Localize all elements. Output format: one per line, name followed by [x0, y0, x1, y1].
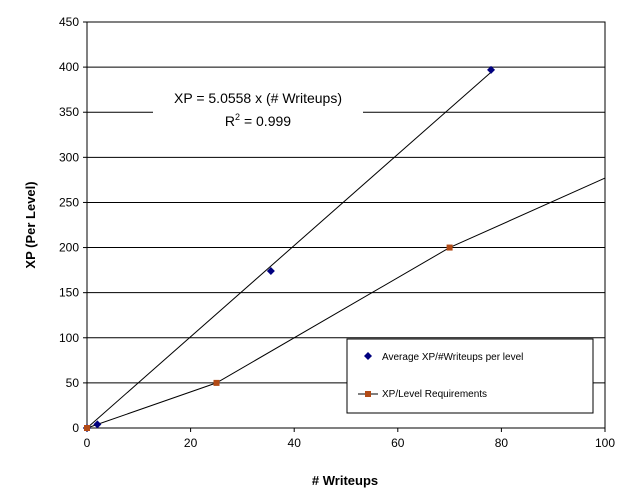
y-axis-ticks: 0 50 100 150 200 250 300 350 400 450: [59, 15, 87, 435]
y-tick-label: 50: [66, 376, 80, 390]
legend: Average XP/#Writeups per level XP/Level …: [346, 338, 594, 414]
x-tick-label: 0: [84, 436, 91, 450]
legend-label-series-1: Average XP/#Writeups per level: [382, 352, 523, 363]
equation-background: [153, 85, 363, 133]
x-tick-label: 40: [288, 436, 302, 450]
plot-frame: [86, 21, 606, 429]
data-point-series-1: [487, 65, 496, 74]
y-tick-label: 400: [59, 60, 79, 74]
equation-annotation: XP = 5.0558 x (# Writeups) R2 = 0.999: [153, 85, 363, 133]
r-squared-label: R: [225, 113, 235, 129]
trendlines: [86, 71, 606, 429]
x-tick-label: 60: [391, 436, 405, 450]
data-point-series-2: [446, 244, 453, 251]
data-point-series-1: [266, 267, 275, 276]
data-points: [83, 65, 496, 432]
data-point-series-2: [213, 379, 220, 386]
r-squared-text: R2 = 0.999: [225, 112, 291, 129]
legend-marker-square: [365, 391, 371, 397]
y-tick-label: 450: [59, 15, 79, 29]
y-tick-label: 250: [59, 195, 79, 209]
r-squared-superscript: 2: [235, 112, 240, 122]
legend-label-series-2: XP/Level Requirements: [382, 389, 487, 400]
equation-text: XP = 5.0558 x (# Writeups): [174, 90, 342, 106]
x-axis-title: # Writeups: [312, 473, 378, 488]
r-squared-value: = 0.999: [240, 113, 291, 129]
legend-item-series-1: Average XP/#Writeups per level: [364, 352, 523, 363]
y-axis-title: XP (Per Level): [23, 181, 38, 268]
legend-item-series-2: XP/Level Requirements: [358, 389, 487, 400]
trendline-series-1: [86, 71, 492, 429]
x-tick-label: 100: [595, 436, 615, 450]
y-tick-label: 0: [72, 421, 79, 435]
data-point-series-2: [84, 425, 90, 431]
x-axis-ticks: 0 20 40 60 80 100: [84, 428, 615, 450]
y-tick-label: 300: [59, 150, 79, 164]
y-tick-label: 100: [59, 331, 79, 345]
legend-box: [346, 338, 594, 414]
y-tick-label: 200: [59, 241, 79, 255]
y-tick-label: 150: [59, 286, 79, 300]
y-tick-label: 350: [59, 105, 79, 119]
legend-marker-diamond: [364, 352, 372, 360]
data-point-series-1: [93, 420, 102, 429]
trendline-series-2: [86, 177, 606, 429]
x-tick-label: 20: [184, 436, 198, 450]
x-tick-label: 80: [495, 436, 509, 450]
